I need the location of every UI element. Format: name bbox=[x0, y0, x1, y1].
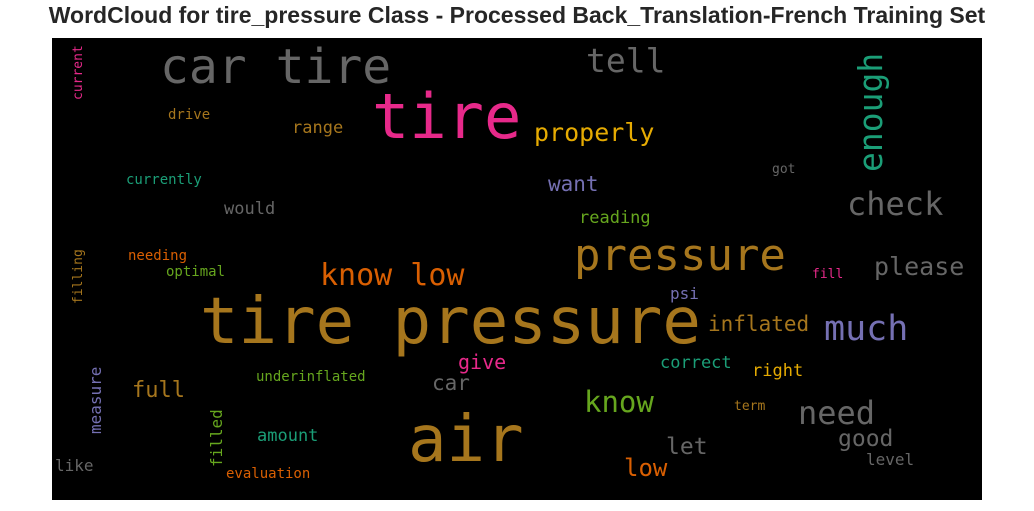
word-correct: correct bbox=[660, 353, 732, 373]
word-pressure: pressure bbox=[574, 230, 786, 281]
word-got: got bbox=[772, 162, 796, 177]
word-evaluation: evaluation bbox=[226, 466, 311, 482]
word-optimal: optimal bbox=[166, 264, 226, 280]
word-inflated: inflated bbox=[708, 312, 810, 336]
word-much: much bbox=[824, 309, 909, 349]
word-drive: drive bbox=[168, 107, 211, 123]
word-amount: amount bbox=[257, 426, 319, 446]
word-need: need bbox=[798, 394, 876, 432]
word-psi: psi bbox=[670, 284, 699, 303]
word-measure: measure bbox=[86, 366, 105, 434]
wordcloud-panel: tire pressure air tire car tire pressure much… bbox=[52, 38, 982, 500]
word-fill: fill bbox=[812, 267, 844, 282]
word-properly: properly bbox=[534, 118, 655, 147]
word-right: right bbox=[752, 361, 804, 381]
word-enough: enough bbox=[851, 52, 890, 172]
word-know: know bbox=[584, 385, 654, 419]
word-tire: tire bbox=[372, 80, 522, 153]
word-filled: filled bbox=[207, 409, 226, 467]
word-underinflated: underinflated bbox=[256, 369, 366, 385]
word-tell: tell bbox=[586, 41, 666, 80]
word-want: want bbox=[548, 172, 599, 196]
word-air: air bbox=[408, 403, 524, 477]
word-check: check bbox=[847, 185, 944, 223]
word-full: full bbox=[132, 378, 185, 403]
word-good: good bbox=[838, 426, 894, 452]
word-tire-pressure: tire pressure bbox=[200, 285, 701, 359]
word-car: car bbox=[432, 371, 470, 395]
chart-title: WordCloud for tire_pressure Class - Proc… bbox=[48, 2, 986, 28]
word-give: give bbox=[458, 350, 507, 374]
word-like: like bbox=[55, 456, 94, 475]
word-reading: reading bbox=[579, 208, 651, 228]
word-car-tire: car tire bbox=[160, 39, 392, 95]
word-term: term bbox=[734, 399, 766, 414]
word-needing: needing bbox=[128, 248, 188, 264]
word-current: current bbox=[71, 45, 86, 100]
word-let: let bbox=[666, 434, 708, 460]
word-please: please bbox=[874, 252, 965, 281]
word-low: low bbox=[624, 454, 668, 482]
word-currently: currently bbox=[126, 172, 202, 188]
word-know-low: know low bbox=[320, 258, 465, 293]
word-would: would bbox=[224, 199, 276, 219]
word-level: level bbox=[866, 450, 915, 469]
word-filling: filling bbox=[71, 249, 86, 304]
word-range: range bbox=[292, 118, 344, 138]
